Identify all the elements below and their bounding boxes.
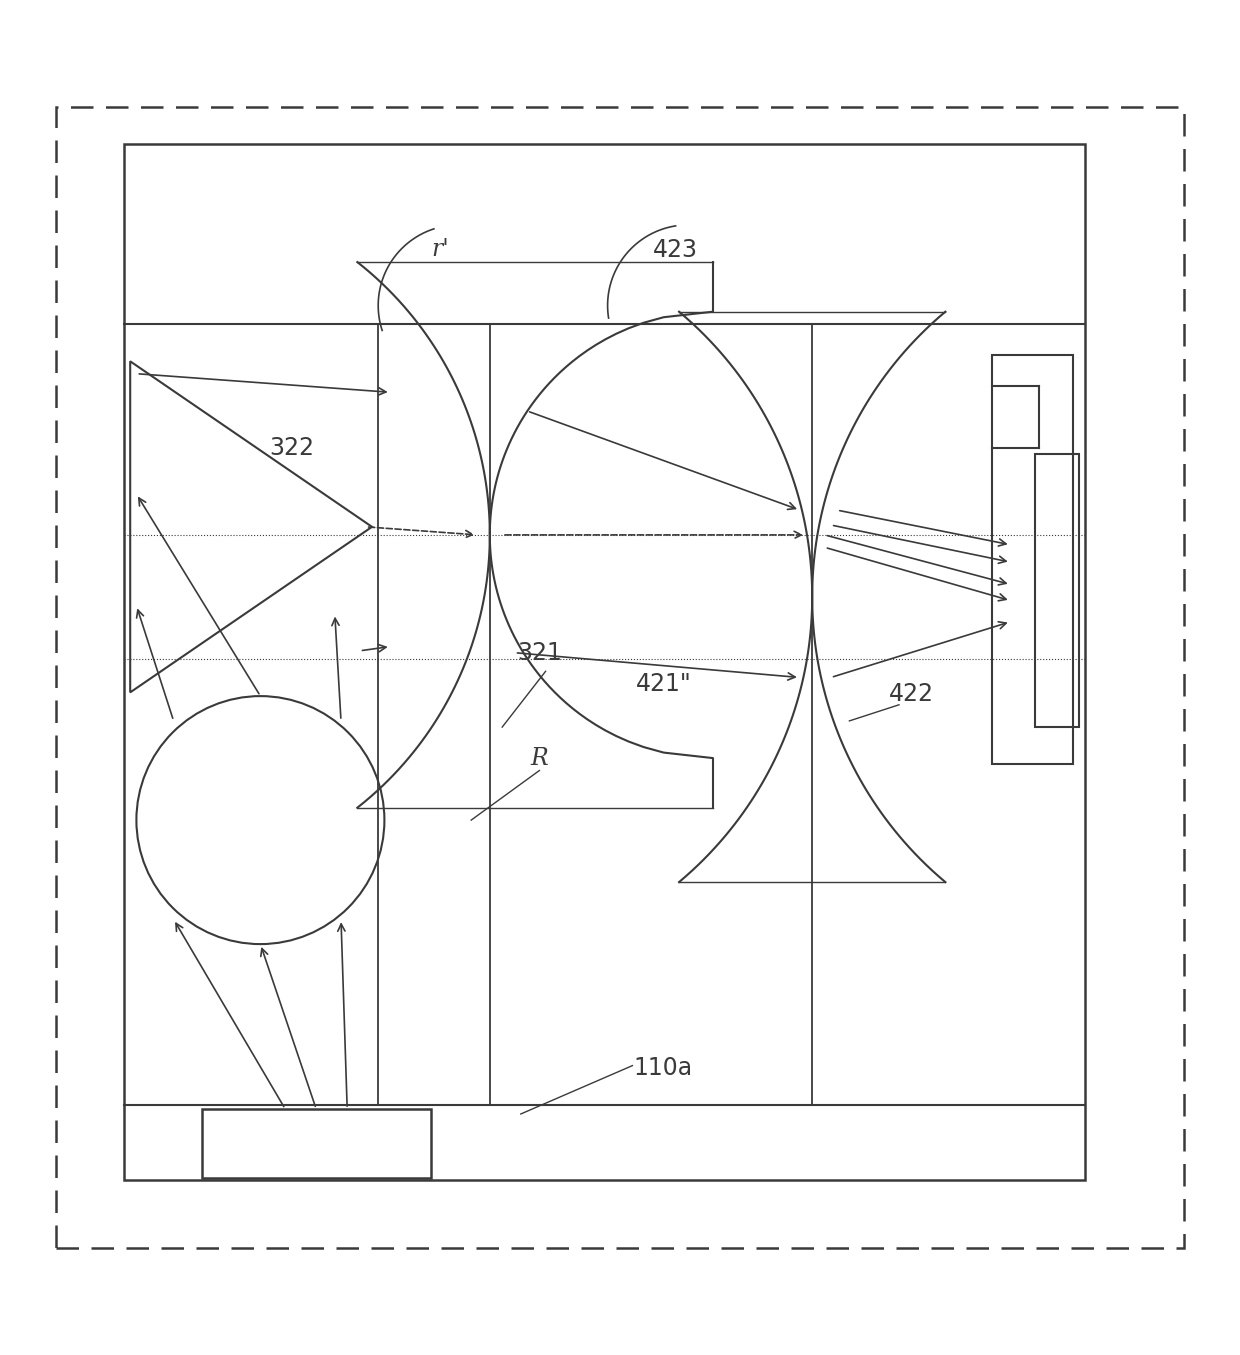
Text: R: R <box>531 747 548 770</box>
Text: 110a: 110a <box>634 1056 693 1080</box>
Text: 421": 421" <box>636 672 691 695</box>
Text: 321: 321 <box>517 641 562 665</box>
Bar <box>201 1108 432 1179</box>
Text: r': r' <box>432 238 449 262</box>
Text: 423: 423 <box>653 237 698 262</box>
Text: 422: 422 <box>889 682 934 706</box>
Bar <box>124 144 1085 1180</box>
Bar <box>1035 454 1079 728</box>
Text: 322: 322 <box>269 436 314 461</box>
Bar <box>992 355 1073 764</box>
